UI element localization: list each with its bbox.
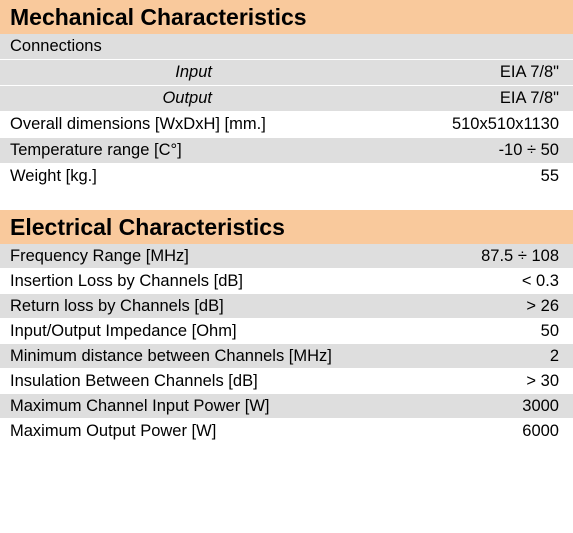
row-label: Maximum Channel Input Power [W] [10,396,270,415]
connections-label: Connections [10,37,102,55]
row-value: > 26 [526,296,559,315]
electrical-section: Electrical Characteristics Frequency Ran… [0,210,573,444]
row-value: 510x510x1130 [451,115,559,133]
output-row: Output EIA 7/8" [0,86,573,112]
connections-row: Connections [0,34,573,60]
table-row: Return loss by Channels [dB] > 26 [0,294,573,319]
table-row: Maximum Channel Input Power [W] 3000 [0,394,573,419]
row-label: Temperature range [C°] [10,141,182,159]
row-value: > 30 [526,371,559,390]
table-row: Minimum distance between Channels [MHz] … [0,344,573,369]
row-label: Overall dimensions [WxDxH] [mm.] [10,115,266,133]
table-row: Weight [kg.] 55 [0,164,573,190]
output-value: EIA 7/8" [499,89,559,107]
mechanical-title: Mechanical Characteristics [0,0,573,34]
row-label: Insertion Loss by Channels [dB] [10,271,243,290]
row-value: -10 ÷ 50 [498,141,559,159]
mechanical-section: Mechanical Characteristics Connections I… [0,0,573,190]
input-value: EIA 7/8" [499,63,559,81]
row-value: 50 [540,321,559,340]
row-label: Maximum Output Power [W] [10,421,217,440]
electrical-title: Electrical Characteristics [0,210,573,244]
row-label: Insulation Between Channels [dB] [10,371,258,390]
row-value: 87.5 ÷ 108 [481,246,559,265]
row-value: 2 [549,346,559,365]
row-value: 6000 [522,421,559,440]
table-row: Input/Output Impedance [Ohm] 50 [0,319,573,344]
section-gap [0,190,573,210]
input-row: Input EIA 7/8" [0,60,573,86]
table-row: Maximum Output Power [W] 6000 [0,419,573,444]
row-value: 3000 [522,396,559,415]
table-row: Insulation Between Channels [dB] > 30 [0,369,573,394]
table-row: Overall dimensions [WxDxH] [mm.] 510x510… [0,112,573,138]
row-value: < 0.3 [521,271,559,290]
output-label: Output [162,89,212,107]
table-row: Insertion Loss by Channels [dB] < 0.3 [0,269,573,294]
table-row: Frequency Range [MHz] 87.5 ÷ 108 [0,244,573,269]
row-label: Weight [kg.] [10,167,97,185]
row-value: 55 [540,167,559,185]
row-label: Minimum distance between Channels [MHz] [10,346,332,365]
row-label: Input/Output Impedance [Ohm] [10,321,237,340]
row-label: Return loss by Channels [dB] [10,296,224,315]
table-row: Temperature range [C°] -10 ÷ 50 [0,138,573,164]
input-label: Input [175,63,212,81]
row-label: Frequency Range [MHz] [10,246,189,265]
